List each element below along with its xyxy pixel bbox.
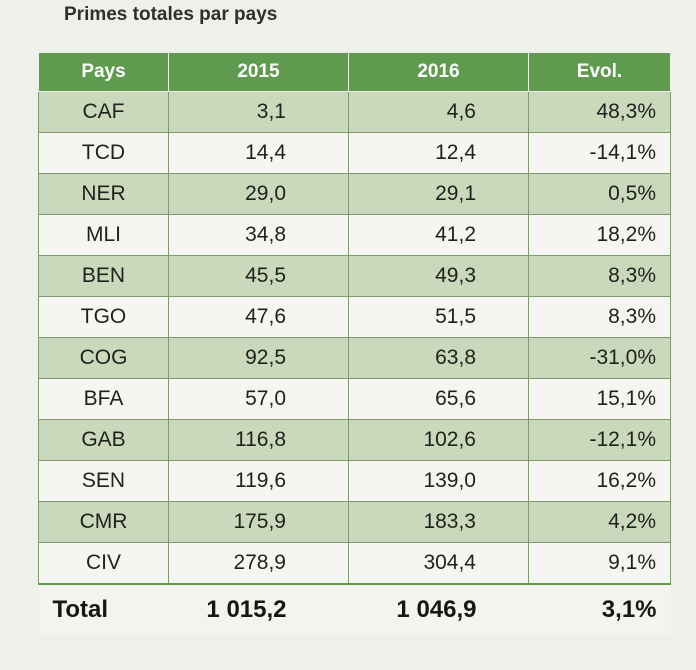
cell-pays: CAF — [38, 91, 169, 133]
cell-pays: TGO — [38, 296, 169, 338]
cell-evol: 8,3% — [528, 255, 671, 297]
cell-pays: BFA — [38, 378, 169, 420]
cell-evol: -31,0% — [528, 337, 671, 379]
cell-pays: NER — [38, 173, 169, 215]
cell-2015: 278,9 — [168, 542, 349, 585]
cell-evol: 16,2% — [528, 460, 671, 502]
table-row: GAB 116,8 102,6 -12,1% — [38, 419, 671, 461]
table-row: CMR 175,9 183,3 4,2% — [38, 501, 671, 543]
table-row: CAF 3,1 4,6 48,3% — [38, 91, 671, 133]
cell-pays: COG — [38, 337, 169, 379]
table-row: COG 92,5 63,8 -31,0% — [38, 337, 671, 379]
cell-2016: 49,3 — [348, 255, 529, 297]
table-title: Primes totales par pays — [64, 4, 278, 25]
total-2015: 1 015,2 — [168, 583, 349, 635]
cell-2016: 12,4 — [348, 132, 529, 174]
cell-evol: -12,1% — [528, 419, 671, 461]
cell-2015: 47,6 — [168, 296, 349, 338]
cell-2016: 65,6 — [348, 378, 529, 420]
table-row: CIV 278,9 304,4 9,1% — [38, 542, 671, 585]
table-row: TCD 14,4 12,4 -14,1% — [38, 132, 671, 174]
cell-evol: 18,2% — [528, 214, 671, 256]
total-row: Total 1 015,2 1 046,9 3,1% — [38, 583, 671, 635]
cell-2015: 14,4 — [168, 132, 349, 174]
header-pays: Pays — [38, 52, 169, 92]
cell-evol: 15,1% — [528, 378, 671, 420]
cell-evol: 8,3% — [528, 296, 671, 338]
cell-2016: 51,5 — [348, 296, 529, 338]
cell-2015: 29,0 — [168, 173, 349, 215]
cell-2016: 63,8 — [348, 337, 529, 379]
cell-evol: 4,2% — [528, 501, 671, 543]
cell-2016: 29,1 — [348, 173, 529, 215]
cell-2015: 57,0 — [168, 378, 349, 420]
cell-pays: CIV — [38, 542, 169, 585]
cell-evol: -14,1% — [528, 132, 671, 174]
header-2015: 2015 — [168, 52, 349, 92]
cell-pays: BEN — [38, 255, 169, 297]
cell-2015: 175,9 — [168, 501, 349, 543]
table-row: SEN 119,6 139,0 16,2% — [38, 460, 671, 502]
cell-pays: TCD — [38, 132, 169, 174]
cell-2015: 116,8 — [168, 419, 349, 461]
cell-evol: 48,3% — [528, 91, 671, 133]
header-evol: Evol. — [528, 52, 671, 92]
table-row: BEN 45,5 49,3 8,3% — [38, 255, 671, 297]
table-row: MLI 34,8 41,2 18,2% — [38, 214, 671, 256]
cell-2016: 4,6 — [348, 91, 529, 133]
total-evol: 3,1% — [528, 583, 671, 635]
cell-2016: 102,6 — [348, 419, 529, 461]
cell-2015: 3,1 — [168, 91, 349, 133]
cell-2016: 41,2 — [348, 214, 529, 256]
cell-2015: 119,6 — [168, 460, 349, 502]
table-row: NER 29,0 29,1 0,5% — [38, 173, 671, 215]
table-row: BFA 57,0 65,6 15,1% — [38, 378, 671, 420]
cell-2016: 183,3 — [348, 501, 529, 543]
header-row: Pays 2015 2016 Evol. — [38, 52, 671, 92]
total-label: Total — [38, 583, 169, 635]
premiums-table: Pays 2015 2016 Evol. CAF 3,1 4,6 48,3% T… — [38, 52, 671, 635]
cell-evol: 9,1% — [528, 542, 671, 585]
header-2016: 2016 — [348, 52, 529, 92]
cell-2016: 139,0 — [348, 460, 529, 502]
cell-evol: 0,5% — [528, 173, 671, 215]
cell-2015: 92,5 — [168, 337, 349, 379]
cell-2016: 304,4 — [348, 542, 529, 585]
cell-pays: SEN — [38, 460, 169, 502]
cell-pays: CMR — [38, 501, 169, 543]
premiums-table-container: Pays 2015 2016 Evol. CAF 3,1 4,6 48,3% T… — [38, 52, 671, 635]
total-2016: 1 046,9 — [348, 583, 529, 635]
cell-pays: GAB — [38, 419, 169, 461]
table-row: TGO 47,6 51,5 8,3% — [38, 296, 671, 338]
cell-2015: 45,5 — [168, 255, 349, 297]
cell-pays: MLI — [38, 214, 169, 256]
cell-2015: 34,8 — [168, 214, 349, 256]
